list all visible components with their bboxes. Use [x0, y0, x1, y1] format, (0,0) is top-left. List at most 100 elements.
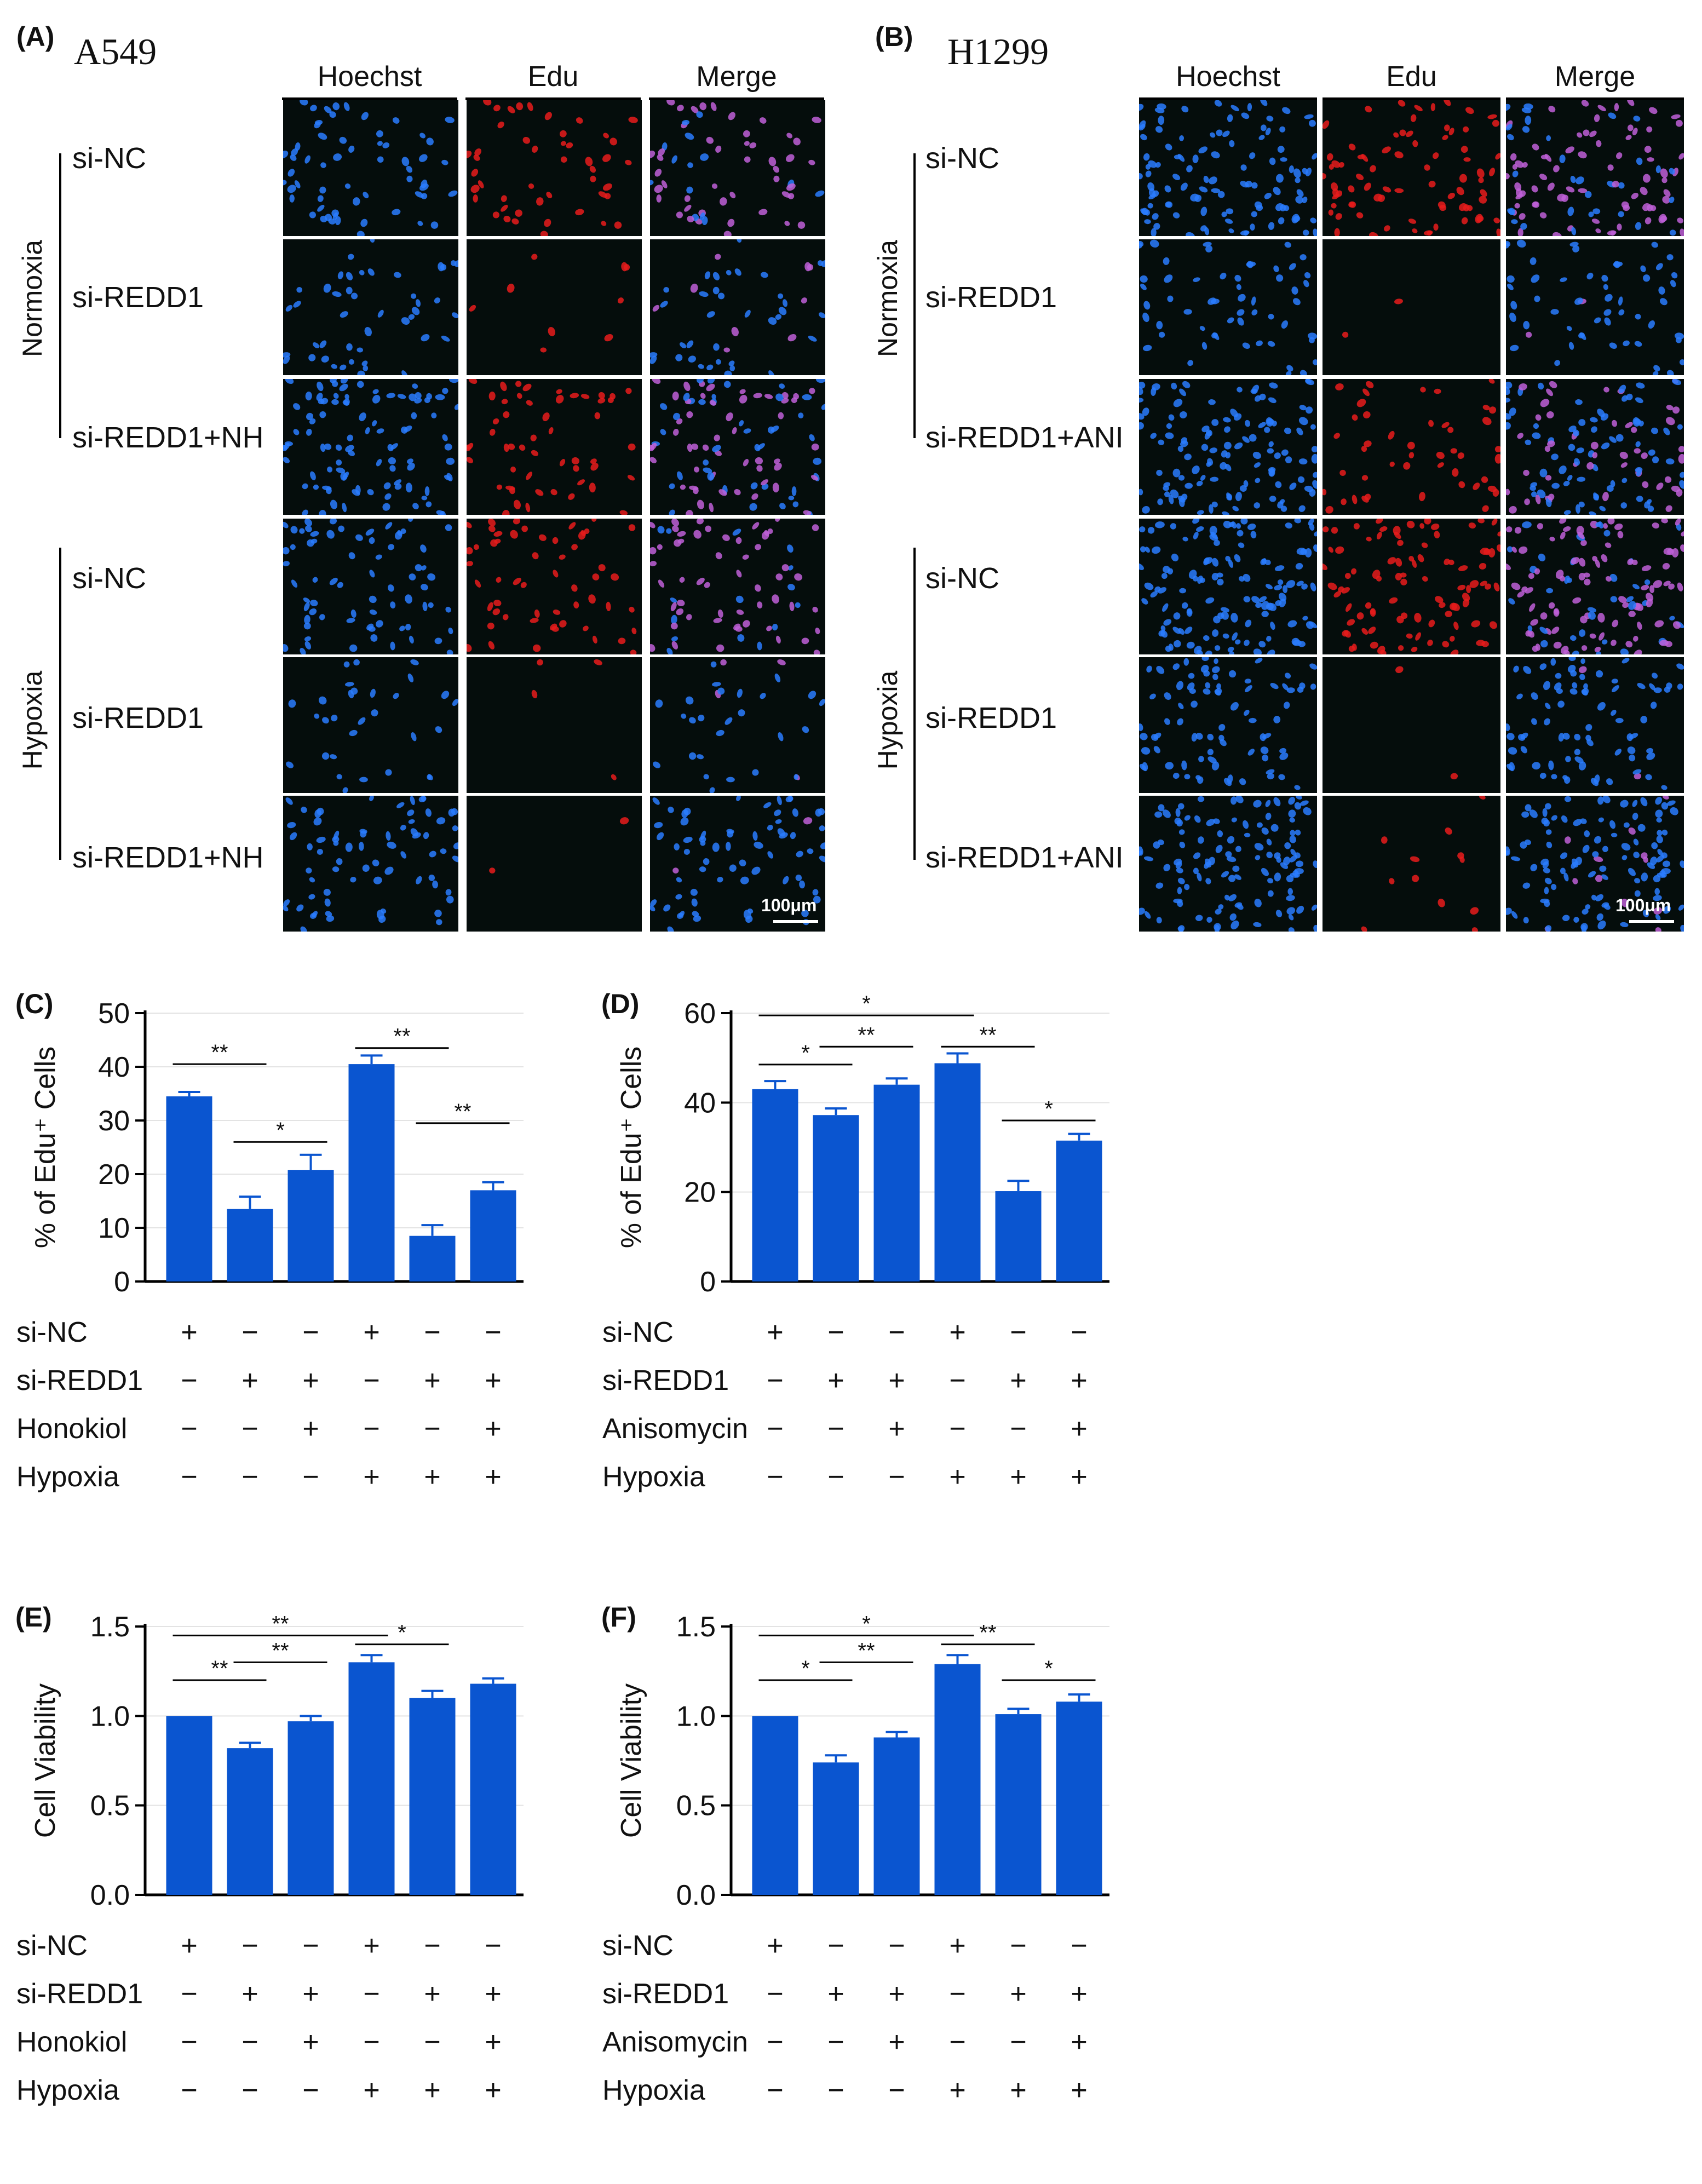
treatment-sign: −	[363, 1413, 380, 1445]
micrograph-tile	[1506, 100, 1684, 236]
panel-label: (F)	[601, 1602, 636, 1633]
significance-label: *	[1044, 1097, 1053, 1121]
treatment-sign: −	[767, 1365, 783, 1396]
treatment-sign: −	[424, 1930, 440, 1962]
micrograph-tile	[283, 100, 458, 236]
micrograph-tile	[1323, 100, 1500, 236]
bar	[873, 1737, 920, 1895]
treatment-name: Hypoxia	[602, 1461, 705, 1493]
micrograph-tile	[1323, 796, 1500, 932]
y-axis-label: % of Edu⁺ Cells	[30, 1047, 61, 1249]
y-tick-label: 10	[98, 1212, 130, 1244]
micrograph-tile	[283, 657, 458, 793]
bar	[348, 1662, 395, 1895]
treatment-sign: +	[302, 1978, 319, 2010]
treatment-sign: −	[242, 1461, 258, 1493]
col-header-line	[282, 97, 457, 100]
treatment-sign: +	[1010, 1978, 1026, 2010]
treatment-sign: −	[949, 2026, 965, 2058]
col-header-merge-a: Merge	[696, 61, 777, 93]
micrograph-tile	[1506, 519, 1684, 654]
y-tick-label: 20	[98, 1159, 130, 1191]
treatment-sign: −	[302, 1930, 319, 1962]
treatment-sign: +	[485, 2026, 501, 2058]
treatment-sign: −	[767, 2074, 783, 2106]
micrograph-tile	[1139, 519, 1317, 654]
treatment-name: Hypoxia	[602, 2074, 705, 2106]
treatment-sign: +	[242, 1365, 258, 1396]
micrograph-tile	[650, 379, 825, 515]
bar	[995, 1191, 1042, 1281]
treatment-sign: +	[363, 2074, 380, 2106]
treatment-sign: −	[424, 1413, 440, 1445]
group-bracket-line	[59, 548, 61, 860]
treatment-name: si-REDD1	[602, 1365, 729, 1396]
treatment-name: si-NC	[16, 1930, 88, 1962]
row-label: si-NC	[72, 562, 146, 595]
treatment-sign: +	[302, 1413, 319, 1445]
treatment-sign: −	[888, 1317, 905, 1348]
bar	[934, 1063, 981, 1281]
treatment-sign: +	[1071, 2026, 1087, 2058]
row-label: si-NC	[925, 562, 999, 595]
y-tick-label: 1.0	[676, 1700, 716, 1732]
treatment-sign: +	[302, 1365, 319, 1396]
micrograph-tile	[467, 379, 642, 515]
treatment-name: Honokiol	[16, 1413, 127, 1445]
row-label: si-NC	[72, 142, 146, 175]
treatment-sign: +	[485, 2074, 501, 2106]
significance-label: **	[979, 1023, 996, 1047]
treatment-sign: −	[1010, 1317, 1026, 1348]
panel-title-h1299: H1299	[947, 31, 1049, 72]
treatment-name: si-REDD1	[602, 1978, 729, 2010]
treatment-name: si-REDD1	[16, 1365, 143, 1396]
y-axis-label: Cell Viability	[616, 1683, 647, 1838]
y-tick-label: 60	[684, 998, 716, 1030]
bar	[873, 1084, 920, 1281]
group-bracket-line	[913, 548, 916, 860]
treatment-sign: +	[1071, 2074, 1087, 2106]
significance-label: *	[862, 1612, 871, 1636]
group-label-hypoxia-a: Hypoxia	[17, 670, 48, 770]
group-label-normoxia-a: Normoxia	[17, 240, 48, 357]
bar	[166, 1716, 212, 1895]
treatment-sign: +	[1071, 1461, 1087, 1493]
micrograph-tile	[1506, 379, 1684, 515]
treatment-sign: −	[363, 1365, 380, 1396]
scale-bar-label-b: 100μm	[1615, 895, 1671, 915]
treatment-sign: −	[827, 1317, 844, 1348]
group-label-hypoxia-b: Hypoxia	[872, 670, 903, 770]
treatment-sign: −	[181, 2026, 197, 2058]
treatment-sign: −	[181, 1978, 197, 2010]
y-tick-label: 0.0	[676, 1880, 716, 1911]
panel-label: (C)	[15, 988, 53, 1019]
significance-label: *	[862, 992, 871, 1016]
panel-label: (D)	[601, 988, 639, 1019]
treatment-sign: +	[485, 1365, 501, 1396]
treatment-sign: −	[1010, 1413, 1026, 1445]
treatment-sign: +	[888, 1365, 905, 1396]
treatment-sign: −	[302, 1317, 319, 1348]
treatment-sign: −	[181, 1413, 197, 1445]
treatment-sign: +	[424, 2074, 440, 2106]
treatment-sign: −	[363, 1978, 380, 2010]
micrograph-tile	[467, 657, 642, 793]
treatment-sign: −	[1010, 2026, 1026, 2058]
col-header-edu-a: Edu	[527, 61, 579, 93]
y-axis-label: Cell Viability	[30, 1683, 61, 1838]
significance-label: **	[858, 1023, 875, 1047]
treatment-sign: −	[302, 2074, 319, 2106]
significance-label: *	[398, 1621, 406, 1645]
treatment-sign: −	[242, 1413, 258, 1445]
treatment-sign: −	[242, 2026, 258, 2058]
treatment-sign: +	[1010, 1461, 1026, 1493]
micrograph-tile	[1506, 796, 1684, 932]
treatment-sign: +	[363, 1930, 380, 1962]
significance-label: **	[979, 1621, 996, 1645]
row-label: si-REDD1+ANI	[925, 421, 1124, 454]
treatment-sign: −	[827, 2026, 844, 2058]
micrograph-tile	[1139, 796, 1317, 932]
treatment-name: si-REDD1	[16, 1978, 143, 2010]
bar	[470, 1190, 516, 1281]
